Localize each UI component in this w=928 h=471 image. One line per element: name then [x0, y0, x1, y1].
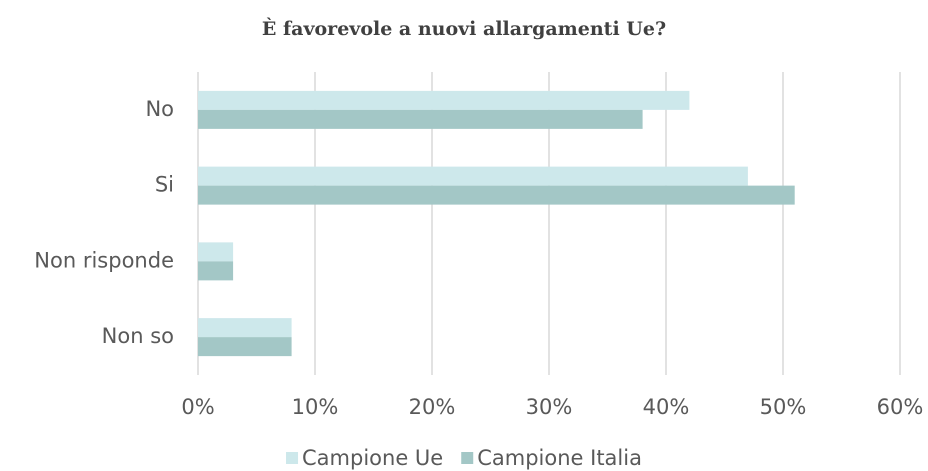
- y-tick-label: No: [145, 97, 174, 121]
- x-tick-label: 10%: [292, 395, 339, 419]
- bar: [198, 90, 690, 110]
- y-tick-label: Si: [155, 173, 174, 197]
- bar: [198, 109, 643, 129]
- x-tick-label: 40%: [643, 395, 690, 419]
- x-tick-label: 0%: [181, 395, 214, 419]
- bar: [198, 242, 234, 262]
- legend-label: Campione Ue: [302, 446, 443, 470]
- x-tick-label: 60%: [877, 395, 924, 419]
- chart-title: È favorevole a nuovi allargamenti Ue?: [262, 17, 666, 40]
- bar: [198, 166, 748, 186]
- x-tick-label: 50%: [760, 395, 807, 419]
- legend-label: Campione Italia: [477, 446, 642, 470]
- x-tick-label: 20%: [409, 395, 456, 419]
- x-tick-label: 30%: [526, 395, 573, 419]
- legend-swatch: [461, 452, 474, 464]
- bar: [198, 337, 292, 357]
- y-tick-label: Non so: [102, 324, 174, 348]
- legend-swatch: [286, 452, 299, 464]
- bar: [198, 261, 234, 281]
- bar: [198, 318, 292, 338]
- bar: [198, 185, 795, 205]
- y-tick-label: Non risponde: [34, 248, 174, 272]
